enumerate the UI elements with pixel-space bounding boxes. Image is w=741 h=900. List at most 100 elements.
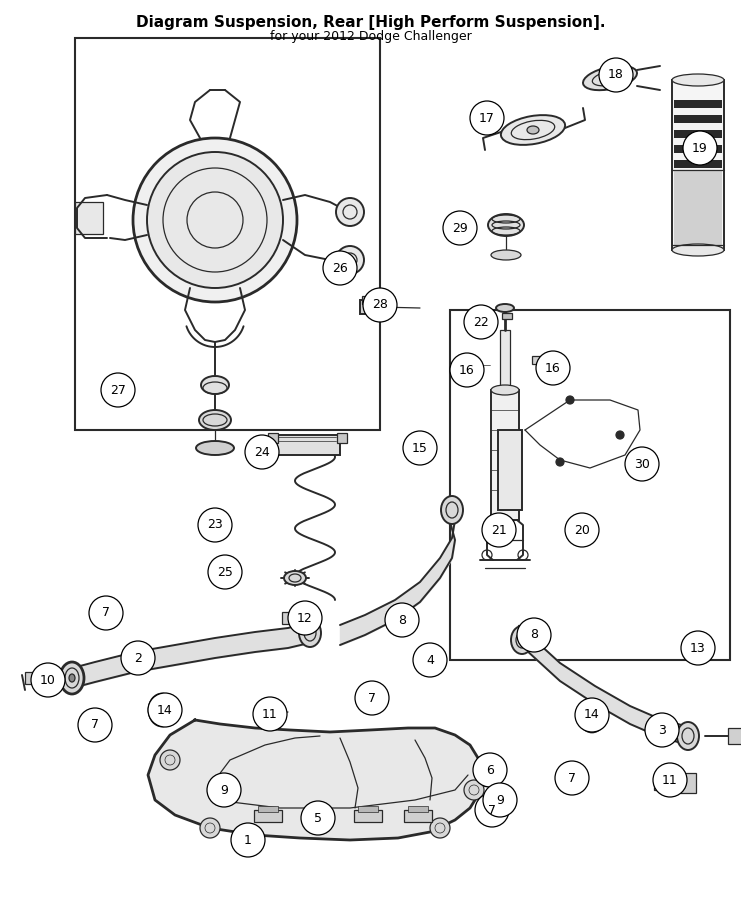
- Bar: [672, 80, 724, 250]
- Bar: [75, 202, 103, 234]
- Circle shape: [148, 693, 182, 727]
- Circle shape: [526, 624, 538, 636]
- Bar: [491, 390, 519, 520]
- Circle shape: [336, 246, 364, 274]
- Text: 3: 3: [658, 724, 666, 736]
- Circle shape: [483, 783, 517, 817]
- Ellipse shape: [511, 626, 533, 654]
- Bar: [386, 613, 414, 623]
- Ellipse shape: [196, 441, 234, 455]
- Ellipse shape: [677, 722, 699, 750]
- Text: 17: 17: [479, 112, 495, 124]
- Circle shape: [231, 823, 265, 857]
- Ellipse shape: [496, 304, 514, 312]
- Text: 27: 27: [110, 383, 126, 397]
- Text: 20: 20: [574, 524, 590, 536]
- Bar: [337, 433, 347, 443]
- Bar: [502, 313, 512, 319]
- Ellipse shape: [95, 604, 115, 616]
- Ellipse shape: [589, 712, 595, 720]
- Bar: [258, 806, 278, 812]
- Circle shape: [394, 612, 406, 624]
- Ellipse shape: [480, 802, 500, 814]
- Text: 14: 14: [584, 708, 600, 722]
- Text: 10: 10: [40, 673, 56, 687]
- Text: 9: 9: [496, 794, 504, 806]
- Ellipse shape: [579, 700, 605, 732]
- Text: 26: 26: [332, 262, 348, 274]
- Ellipse shape: [501, 115, 565, 145]
- Bar: [484, 768, 496, 786]
- Ellipse shape: [603, 75, 617, 81]
- Bar: [728, 728, 741, 744]
- Circle shape: [121, 641, 155, 675]
- Text: 7: 7: [488, 804, 496, 816]
- Text: Diagram Suspension, Rear [High Perform Suspension].: Diagram Suspension, Rear [High Perform S…: [136, 15, 605, 30]
- Circle shape: [645, 713, 679, 747]
- Text: 5: 5: [314, 812, 322, 824]
- Circle shape: [430, 818, 450, 838]
- Text: 7: 7: [368, 691, 376, 705]
- Circle shape: [147, 152, 283, 288]
- Circle shape: [681, 631, 715, 665]
- Circle shape: [288, 601, 322, 635]
- Circle shape: [160, 750, 180, 770]
- Circle shape: [683, 131, 717, 165]
- Ellipse shape: [491, 250, 521, 260]
- Bar: [518, 625, 546, 635]
- Circle shape: [208, 555, 242, 589]
- Circle shape: [253, 697, 287, 731]
- Text: 16: 16: [459, 364, 475, 376]
- Circle shape: [450, 353, 484, 387]
- Ellipse shape: [299, 619, 321, 647]
- Text: 1: 1: [244, 833, 252, 847]
- Bar: [255, 710, 281, 722]
- Text: 12: 12: [297, 611, 313, 625]
- Bar: [75, 38, 380, 430]
- Text: 30: 30: [634, 457, 650, 471]
- Circle shape: [473, 753, 507, 787]
- Circle shape: [133, 138, 297, 302]
- Ellipse shape: [527, 126, 539, 134]
- Circle shape: [566, 396, 574, 404]
- Circle shape: [403, 431, 437, 465]
- Ellipse shape: [84, 718, 104, 730]
- Circle shape: [575, 698, 609, 732]
- Ellipse shape: [199, 410, 231, 430]
- Bar: [25, 672, 43, 684]
- Bar: [674, 130, 722, 138]
- Text: 7: 7: [91, 718, 99, 732]
- Circle shape: [493, 794, 503, 804]
- Circle shape: [464, 780, 484, 800]
- Text: 18: 18: [608, 68, 624, 82]
- Text: 21: 21: [491, 524, 507, 536]
- Text: 19: 19: [692, 141, 708, 155]
- Circle shape: [336, 198, 364, 226]
- Circle shape: [653, 763, 687, 797]
- Text: 8: 8: [398, 614, 406, 626]
- Ellipse shape: [149, 694, 175, 726]
- Bar: [654, 776, 680, 790]
- Bar: [254, 810, 282, 822]
- Bar: [674, 160, 722, 168]
- Circle shape: [101, 373, 135, 407]
- Ellipse shape: [60, 662, 84, 694]
- Text: 23: 23: [207, 518, 223, 532]
- Circle shape: [443, 211, 477, 245]
- Bar: [674, 100, 722, 108]
- Circle shape: [355, 681, 389, 715]
- Circle shape: [245, 435, 279, 469]
- Ellipse shape: [561, 771, 581, 783]
- Circle shape: [555, 761, 589, 795]
- Bar: [408, 806, 428, 812]
- Circle shape: [556, 458, 564, 466]
- Text: for your 2012 Dodge Challenger: for your 2012 Dodge Challenger: [270, 30, 471, 43]
- Bar: [450, 310, 730, 660]
- Text: 13: 13: [690, 642, 706, 654]
- Bar: [214, 778, 230, 798]
- Circle shape: [470, 101, 504, 135]
- Bar: [358, 806, 378, 812]
- Circle shape: [200, 818, 220, 838]
- Text: 7: 7: [568, 771, 576, 785]
- Bar: [498, 430, 522, 510]
